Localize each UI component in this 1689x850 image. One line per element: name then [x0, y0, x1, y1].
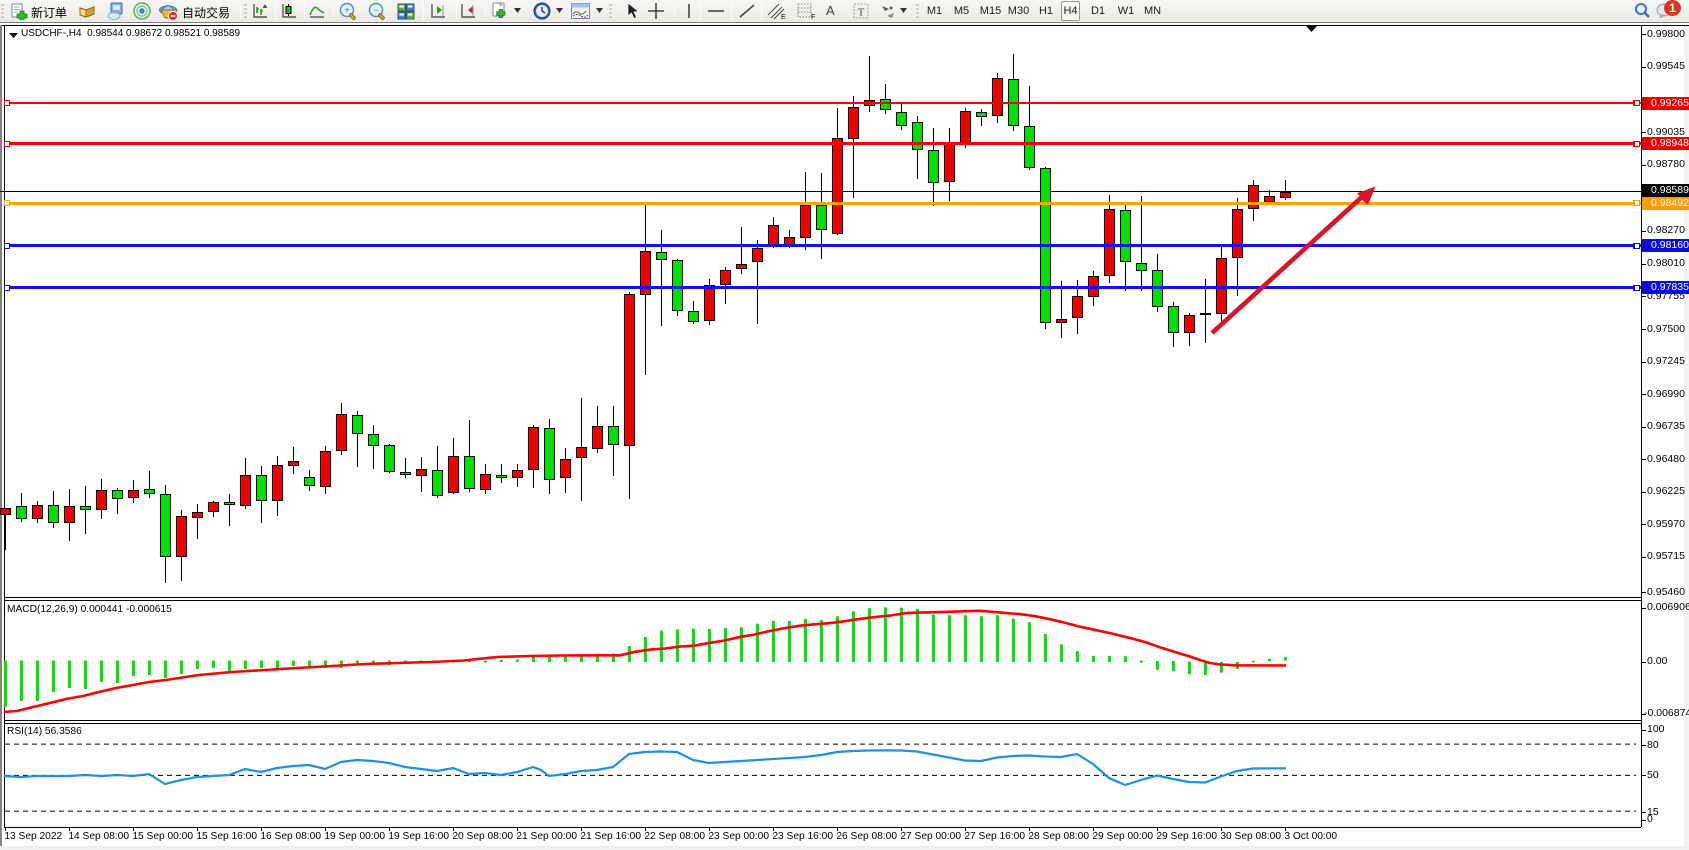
svg-text:+: +	[344, 6, 350, 17]
svg-text:F: F	[811, 14, 815, 20]
svg-text:−: −	[373, 6, 379, 17]
svg-text:T: T	[858, 7, 865, 19]
svg-text:E: E	[781, 14, 786, 21]
